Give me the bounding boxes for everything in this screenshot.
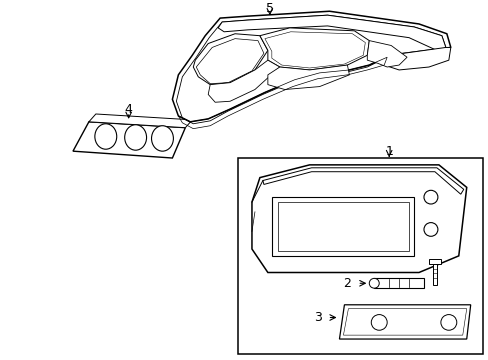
Polygon shape [193,34,267,85]
Text: 2: 2 [343,277,351,290]
Polygon shape [267,65,349,90]
Polygon shape [432,263,436,285]
Polygon shape [366,41,406,67]
Polygon shape [218,15,445,51]
Circle shape [423,190,437,204]
Polygon shape [277,202,408,251]
Circle shape [440,315,456,330]
Polygon shape [339,305,470,339]
Polygon shape [208,60,279,102]
Polygon shape [428,259,440,264]
Ellipse shape [151,126,173,151]
Polygon shape [89,114,192,128]
Circle shape [423,222,437,236]
Text: 5: 5 [265,2,273,15]
Polygon shape [384,48,450,70]
Polygon shape [260,28,368,70]
Polygon shape [373,278,423,288]
Polygon shape [172,11,450,122]
Text: 3: 3 [313,311,321,324]
Circle shape [368,278,379,288]
Ellipse shape [124,125,146,150]
Polygon shape [263,168,463,194]
Bar [238,158,482,354]
Ellipse shape [95,124,117,149]
Circle shape [370,315,386,330]
Polygon shape [73,122,185,158]
Polygon shape [251,165,466,273]
Polygon shape [271,197,413,256]
Text: 1: 1 [385,145,392,158]
Text: 4: 4 [124,103,132,116]
